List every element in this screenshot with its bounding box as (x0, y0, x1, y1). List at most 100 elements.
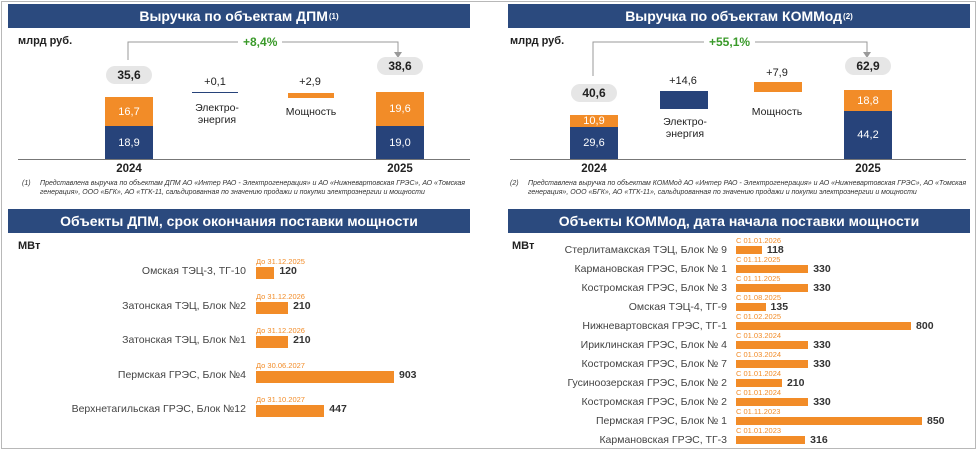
kommod-object-date-7: С 01.01.2024 (736, 369, 782, 378)
dpm-delta-power-bar (288, 93, 334, 98)
kommod-bar-2025-base: 44,2 (844, 110, 892, 159)
dpm-delta-energy-value: +0,1 (204, 76, 226, 88)
dpm-object-name-0: Омская ТЭЦ-3, ТГ-10 (141, 265, 246, 277)
kommod-revenue-banner: Выручка по объектам КОММод (2) (508, 4, 970, 28)
kommod-object-date-3: С 01.08.2025 (736, 293, 782, 302)
kommod-object-bar-7 (736, 379, 782, 387)
kommod-object-bar-5 (736, 341, 809, 349)
kommod-object-value-8: 330 (813, 396, 831, 408)
dpm-revenue-banner: Выручка по объектам ДПМ (1) (8, 4, 470, 28)
dpm-object-value-1: 210 (293, 299, 311, 312)
kommod-revenue-unit: млрд руб. (510, 35, 565, 47)
dpm-object-date-4: До 31.10.2027 (256, 395, 305, 404)
dpm-object-value-3: 903 (399, 368, 417, 381)
dpm-total-2025: 38,6 (377, 57, 423, 75)
kommod-object-name-6: Костромская ГРЭС, Блок № 7 (581, 358, 727, 370)
kommod-object-date-1: С 01.11.2025 (736, 255, 781, 264)
kommod-object-date-6: С 01.03.2024 (736, 350, 782, 359)
dpm-delta-energy-bar (192, 92, 238, 93)
dpm-object-bar-4 (256, 405, 325, 417)
kommod-object-value-3: 135 (770, 301, 789, 313)
dpm-object-date-1: До 31.12.2026 (256, 291, 305, 301)
dpm-bar-2025-base: 19,0 (376, 126, 424, 159)
kommod-delta-energy-bar (660, 91, 708, 109)
dpm-revenue-unit: млрд руб. (18, 35, 73, 47)
dpm-object-date-2: До 31.12.2026 (256, 326, 305, 335)
kommod-object-value-2: 330 (813, 282, 831, 294)
dpm-object-bar-1 (256, 301, 289, 314)
dpm-object-name-4: Верхнетагильская ГРЭС, Блок №12 (71, 403, 246, 415)
kommod-footnote: Представлена выручка по объектам КОММод … (528, 180, 967, 196)
kommod-year-2024: 2024 (581, 163, 607, 175)
kommod-delta-energy-label: Электро- энергия (663, 116, 707, 140)
dpm-object-value-4: 447 (329, 403, 347, 415)
kommod-year-2025: 2025 (855, 163, 881, 175)
kommod-object-bar-6 (736, 360, 809, 368)
dpm-year-2025: 2025 (387, 163, 413, 175)
kommod-object-value-1: 330 (813, 263, 831, 275)
kommod-object-date-10: С 01.01.2023 (736, 426, 782, 435)
kommod-total-2024: 40,6 (571, 84, 617, 102)
dpm-object-bar-2 (256, 336, 289, 348)
kommod-bar-2024-top: 10,9 (570, 115, 618, 127)
kommod-object-bar-8 (736, 398, 809, 406)
kommod-bar-2025-top: 18,8 (844, 90, 892, 111)
kommod-object-name-9: Пермская ГРЭС, Блок № 1 (595, 415, 727, 427)
kommod-total-2025: 62,9 (845, 57, 891, 75)
kommod-object-name-7: Гусиноозерская ГРЭС, Блок № 2 (567, 377, 727, 389)
kommod-object-value-7: 210 (786, 377, 805, 389)
kommod-object-date-2: С 01.11.2025 (736, 274, 781, 283)
kommod-growth-value: +55,1% (704, 35, 756, 49)
kommod-object-name-1: Кармановская ГРЭС, Блок № 1 (574, 263, 727, 275)
kommod-object-bar-3 (736, 303, 766, 311)
kommod-bar-2024-base: 29,6 (570, 126, 618, 159)
dpm-bar-2025-top: 19,6 (376, 92, 424, 127)
dpm-year-2024: 2024 (116, 163, 142, 175)
dpm-axis-baseline (18, 159, 470, 160)
dpm-object-value-2: 210 (293, 334, 311, 346)
dpm-object-name-2: Затонская ТЭЦ, Блок №1 (122, 334, 246, 346)
dpm-object-date-3: До 30.06.2027 (256, 360, 305, 370)
kommod-object-date-8: С 01.01.2024 (736, 388, 782, 397)
dpm-bar-2024-top: 16,7 (105, 97, 153, 127)
dpm-object-name-1: Затонская ТЭЦ, Блок №2 (122, 299, 246, 312)
kommod-axis-baseline (510, 159, 966, 160)
kommod-delta-energy-value: +14,6 (669, 75, 697, 87)
kommod-revenue-title: Выручка по объектам КОММод (625, 8, 843, 24)
kommod-object-date-9: С 01.11.2023 (736, 407, 781, 416)
dpm-delta-energy-label: Электро- энергия (195, 102, 239, 126)
dpm-delta-power-value: +2,9 (299, 76, 321, 88)
kommod-delta-power-value: +7,9 (766, 67, 788, 79)
kommod-object-name-4: Нижневартовская ГРЭС, ТГ-1 (582, 320, 727, 332)
dpm-revenue-title-note: (1) (328, 11, 339, 21)
kommod-object-value-10: 316 (810, 434, 828, 446)
kommod-object-bar-1 (736, 265, 809, 273)
kommod-object-name-0: Стерлитамакская ТЭЦ, Блок № 9 (564, 244, 727, 256)
kommod-object-name-8: Костромская ГРЭС, Блок № 2 (581, 396, 727, 408)
kommod-object-bar-10 (736, 436, 806, 444)
kommod-object-date-4: С 01.02.2025 (736, 312, 782, 321)
kommod-object-bar-0 (736, 246, 762, 254)
dpm-revenue-title: Выручка по объектам ДПМ (139, 8, 328, 24)
kommod-footnote-marker: (2) (510, 180, 519, 187)
kommod-revenue-title-note: (2) (843, 11, 853, 21)
dpm-growth-value: +8,4% (238, 35, 283, 49)
dpm-object-bar-0 (256, 267, 275, 279)
dpm-bar-2024-base: 18,9 (105, 126, 153, 159)
dpm-object-bar-3 (256, 370, 394, 383)
kommod-object-name-2: Костромская ГРЭС, Блок № 3 (581, 282, 727, 294)
kommod-delta-power-label: Мощность (751, 106, 803, 118)
dpm-object-date-0: До 31.12.2025 (256, 257, 305, 266)
kommod-object-date-0: С 01.01.2026 (736, 236, 782, 245)
kommod-object-name-5: Ириклинская ГРЭС, Блок № 4 (580, 339, 727, 351)
dpm-objects-banner: Объекты ДПМ, срок окончания поставки мощ… (8, 209, 470, 233)
kommod-object-bar-9 (736, 417, 922, 425)
kommod-objects-banner: Объекты КОММод, дата начала поставки мощ… (508, 209, 970, 233)
kommod-object-bar-2 (736, 284, 809, 292)
kommod-object-name-3: Омская ТЭЦ-4, ТГ-9 (628, 301, 727, 313)
dpm-footnote-marker: (1) (22, 180, 31, 187)
dpm-total-2024: 35,6 (106, 66, 152, 84)
kommod-objects-unit: МВт (512, 240, 535, 252)
dpm-footnote: Представлена выручка по объектам ДПМ АО … (40, 180, 466, 196)
